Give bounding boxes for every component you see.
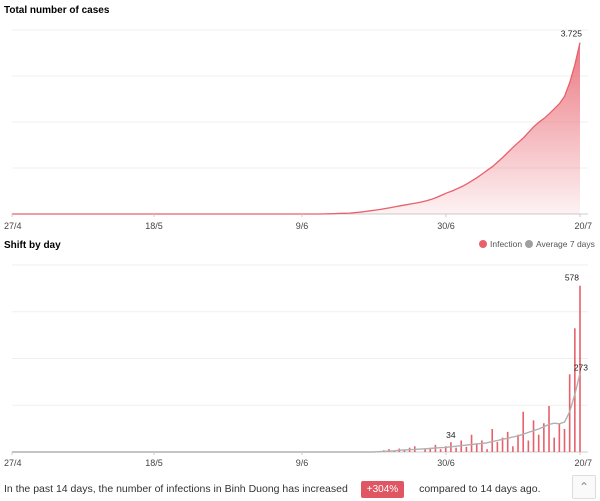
chart2-title: Shift by day bbox=[4, 240, 61, 251]
bar bbox=[532, 420, 535, 452]
bar bbox=[574, 328, 576, 452]
x-tick-label: 27/4 bbox=[4, 458, 22, 468]
legend-infection-swatch bbox=[479, 240, 487, 248]
chart2-legend: Infection Average 7 days bbox=[479, 239, 595, 249]
bar bbox=[506, 431, 509, 452]
chart2-bars bbox=[377, 285, 581, 452]
chart2-x-ticks: 27/4 18/5 9/6 30/6 20/7 bbox=[4, 452, 592, 468]
bar bbox=[543, 423, 545, 452]
bar bbox=[424, 449, 426, 452]
chart1-title: Total number of cases bbox=[4, 5, 110, 16]
bar bbox=[465, 446, 468, 452]
bar bbox=[548, 405, 550, 452]
legend-average-label: Average 7 days bbox=[536, 239, 595, 249]
x-tick-label: 20/7 bbox=[574, 221, 592, 231]
x-tick-label: 30/6 bbox=[437, 458, 455, 468]
bar bbox=[455, 447, 457, 452]
chart1-final-label: 3.725 bbox=[561, 29, 583, 39]
bar bbox=[475, 443, 478, 452]
chart1-x-ticks: 27/4 18/5 9/6 30/6 20/7 bbox=[4, 214, 592, 231]
bar bbox=[517, 434, 519, 452]
x-tick-label: 20/7 bbox=[574, 458, 592, 468]
x-tick-label: 9/6 bbox=[296, 221, 309, 231]
scroll-top-button[interactable]: ⌃ bbox=[572, 475, 596, 499]
bar bbox=[439, 449, 442, 452]
chart2-peak-label: 578 bbox=[565, 273, 579, 283]
increase-badge: +304% bbox=[360, 481, 405, 498]
summary-text-before: In the past 14 days, the number of infec… bbox=[4, 483, 348, 495]
bar bbox=[579, 285, 581, 452]
summary-text-after: compared to 14 days ago. bbox=[419, 483, 541, 495]
x-tick-label: 9/6 bbox=[296, 458, 309, 468]
bar bbox=[522, 411, 524, 452]
x-tick-label: 30/6 bbox=[437, 221, 455, 231]
bar bbox=[481, 440, 483, 452]
chart2-average-label: 273 bbox=[574, 362, 588, 372]
summary-footer: In the past 14 days, the number of infec… bbox=[4, 481, 541, 498]
bar bbox=[496, 441, 499, 452]
x-tick-label: 27/4 bbox=[4, 221, 22, 231]
bar bbox=[403, 449, 406, 452]
bar bbox=[491, 428, 494, 452]
chart2-grid bbox=[12, 264, 588, 453]
charts-canvas: Total number of cases 27/4 18/5 9/6 30/6 20/… bbox=[4, 5, 595, 468]
chart1-line bbox=[12, 42, 581, 215]
chevron-up-icon: ⌃ bbox=[578, 480, 590, 494]
legend-infection-label: Infection bbox=[490, 239, 522, 249]
x-tick-label: 18/5 bbox=[145, 221, 163, 231]
bar bbox=[429, 447, 432, 452]
bar bbox=[563, 428, 566, 452]
x-tick-label: 18/5 bbox=[145, 458, 163, 468]
bar bbox=[501, 437, 504, 452]
bar bbox=[558, 423, 561, 452]
bar bbox=[553, 437, 555, 452]
bar bbox=[444, 446, 447, 452]
bar bbox=[512, 446, 514, 452]
bar bbox=[537, 434, 540, 452]
bar bbox=[527, 440, 530, 452]
bar bbox=[486, 449, 488, 452]
chart2-mid-label: 34 bbox=[446, 430, 456, 440]
bar bbox=[470, 434, 473, 452]
chart1-area bbox=[12, 42, 580, 215]
chart2-average-line bbox=[12, 373, 581, 453]
legend-average-swatch bbox=[525, 240, 533, 248]
